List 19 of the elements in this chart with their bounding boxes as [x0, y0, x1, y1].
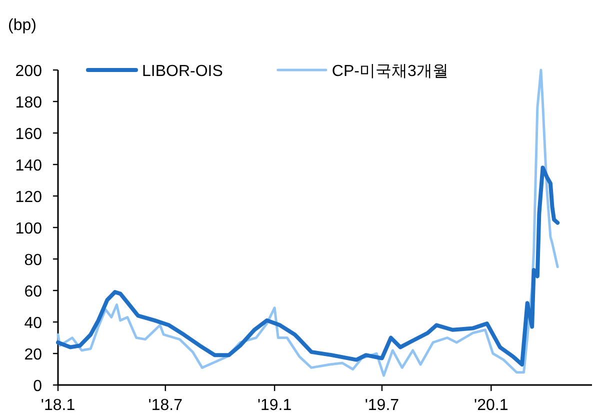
y-tick-label: 80	[24, 252, 42, 269]
x-tick-label: '18.1	[40, 397, 76, 414]
x-tick-label: '19.1	[257, 397, 292, 414]
x-tick-label: '20.1	[474, 397, 508, 414]
y-tick-label: 0	[33, 378, 42, 395]
x-tick-label: '19.7	[364, 397, 400, 414]
y-axis-title: (bp)	[8, 17, 36, 34]
y-tick-label: 100	[15, 220, 42, 238]
y-tick-label: 60	[24, 284, 42, 300]
legend-label: LIBOR-OIS	[142, 63, 223, 80]
y-tick-label: 180	[15, 94, 42, 112]
y-tick-label: 200	[15, 63, 42, 80]
y-tick-label: 20	[24, 346, 42, 364]
x-tick-label: '18.7	[148, 397, 183, 414]
legend-label: CP-미국채3개월	[332, 63, 448, 80]
y-tick-label: 40	[24, 315, 42, 332]
y-tick-label: 160	[15, 126, 42, 143]
y-tick-label: 140	[15, 158, 42, 174]
y-tick-label: 120	[15, 189, 42, 206]
